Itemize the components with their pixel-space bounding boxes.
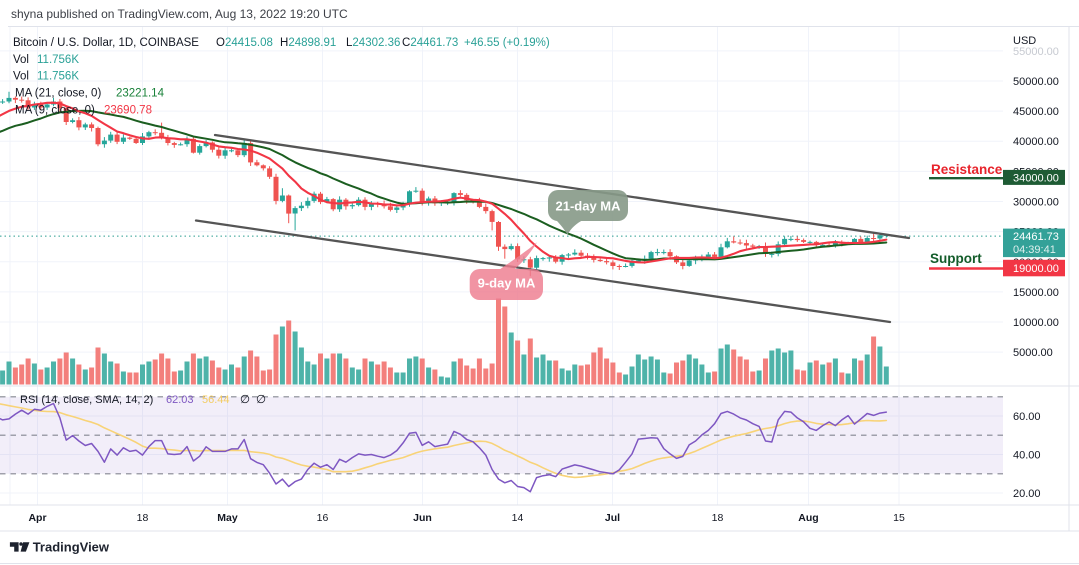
- svg-text:Vol: Vol: [13, 71, 29, 83]
- svg-text:40.00: 40.00: [1013, 450, 1041, 462]
- svg-text:L24302.36: L24302.36: [346, 37, 400, 49]
- svg-text:Resistance: Resistance: [931, 162, 1003, 177]
- svg-text:TradingView: TradingView: [33, 540, 110, 555]
- svg-text:30000.00: 30000.00: [1013, 197, 1059, 209]
- svg-text:shyna published on TradingView: shyna published on TradingView.com, Aug …: [11, 7, 348, 21]
- svg-text:O24415.08: O24415.08: [216, 37, 273, 49]
- svg-text:21-day MA: 21-day MA: [555, 199, 621, 214]
- svg-text:50000.00: 50000.00: [1013, 76, 1059, 88]
- svg-text:C24461.73: C24461.73: [402, 37, 458, 49]
- svg-text:H24898.91: H24898.91: [280, 37, 336, 49]
- svg-text:11.756K: 11.756K: [37, 54, 79, 66]
- svg-text:+46.55 (+0.19%): +46.55 (+0.19%): [464, 37, 550, 49]
- svg-text:40000.00: 40000.00: [1013, 136, 1059, 148]
- svg-text:Jul: Jul: [605, 512, 620, 524]
- svg-text:14: 14: [512, 512, 524, 524]
- svg-text:19000.00: 19000.00: [1013, 263, 1059, 275]
- svg-text:23221.14: 23221.14: [116, 88, 165, 100]
- svg-text:RSI (14, close, SMA, 14, 2): RSI (14, close, SMA, 14, 2): [20, 394, 153, 406]
- svg-text:62.03: 62.03: [166, 394, 194, 406]
- svg-text:5000.00: 5000.00: [1013, 347, 1053, 359]
- svg-text:11.756K: 11.756K: [37, 71, 79, 83]
- svg-text:15000.00: 15000.00: [1013, 287, 1059, 299]
- svg-text:Vol: Vol: [13, 54, 29, 66]
- svg-text:Jun: Jun: [413, 512, 432, 524]
- svg-text:45000.00: 45000.00: [1013, 106, 1059, 118]
- svg-text:Bitcoin / U.S. Dollar, 1D, COI: Bitcoin / U.S. Dollar, 1D, COINBASE: [13, 37, 199, 49]
- svg-text:Apr: Apr: [28, 512, 46, 524]
- svg-text:04:39:41: 04:39:41: [1013, 244, 1056, 256]
- svg-text:18: 18: [137, 512, 149, 524]
- svg-text:24461.73: 24461.73: [1013, 231, 1059, 243]
- svg-text:23690.78: 23690.78: [104, 105, 152, 117]
- svg-text:60.00: 60.00: [1013, 411, 1041, 423]
- svg-text:18: 18: [712, 512, 724, 524]
- svg-text:15: 15: [893, 512, 905, 524]
- svg-text:Support: Support: [930, 251, 982, 266]
- svg-text:9-day MA: 9-day MA: [478, 276, 536, 291]
- svg-text:16: 16: [317, 512, 329, 524]
- svg-text:34000.00: 34000.00: [1013, 172, 1059, 184]
- svg-text:Aug: Aug: [798, 512, 818, 524]
- svg-text:∅: ∅: [240, 394, 250, 406]
- svg-text:MA (21, close, 0): MA (21, close, 0): [15, 88, 101, 100]
- svg-text:∅: ∅: [256, 394, 266, 406]
- svg-text:56.44: 56.44: [202, 394, 230, 406]
- svg-text:USD: USD: [1013, 35, 1036, 47]
- svg-text:May: May: [217, 512, 238, 524]
- svg-text:10000.00: 10000.00: [1013, 317, 1059, 329]
- svg-text:20.00: 20.00: [1013, 488, 1041, 500]
- svg-text:MA (9, close, 0): MA (9, close, 0): [15, 105, 95, 117]
- svg-text:55000.00: 55000.00: [1013, 46, 1059, 58]
